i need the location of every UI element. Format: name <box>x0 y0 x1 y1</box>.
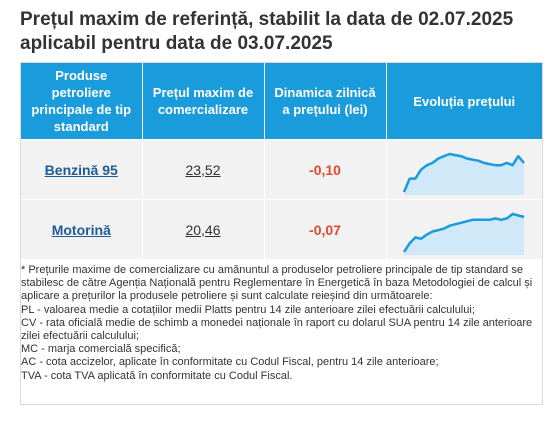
header-max-price: Prețul maxim de comercializare <box>142 63 265 140</box>
table-row: Benzină 95 23,52 -0,10 <box>21 139 542 200</box>
sparkline-line <box>403 152 526 192</box>
note-tva: TVA - cota TVA aplicată în conformitate … <box>21 369 293 382</box>
page-title: Prețul maxim de referință, stabilit la d… <box>20 9 514 54</box>
sparkline-area <box>404 213 525 255</box>
table-row: Motorină 20,46 -0,07 <box>21 199 542 259</box>
sparkline-area <box>404 153 525 195</box>
sparkline-line <box>403 212 525 253</box>
price-table: Produse petroliere principale de tip sta… <box>21 63 542 259</box>
header-price-evolution: Evoluția prețului <box>386 63 542 140</box>
product-link-motorina[interactable]: Motorină <box>51 221 111 238</box>
daily-dynamic-value: -0,10 <box>309 161 341 178</box>
header-daily-dynamic: Dinamica zilnică a prețului (lei) <box>264 63 387 140</box>
price-table-card: Produse petroliere principale de tip sta… <box>20 62 543 405</box>
table-header-row: Produse petroliere principale de tip sta… <box>21 63 542 140</box>
note-cv: CV - rata oficială medie de schimb a mon… <box>21 316 533 343</box>
note-ac: AC - cota accizelor, aplicate în conform… <box>21 356 439 369</box>
price-value: 23,52 <box>185 161 221 178</box>
price-value: 20,46 <box>185 221 221 238</box>
sparkline-benzina-95 <box>403 152 526 195</box>
sparkline-motorina <box>403 212 525 255</box>
note-mc: MC - marja comercială specifică; <box>21 343 181 356</box>
daily-dynamic-value: -0,07 <box>309 221 341 238</box>
header-products: Produse petroliere principale de tip sta… <box>21 63 143 140</box>
product-link-benzina-95[interactable]: Benzină 95 <box>44 161 118 178</box>
note-intro: * Prețurile maxime de comercializare cu … <box>21 264 533 303</box>
note-pl: PL - valoarea medie a cotațiilor medii P… <box>21 303 475 316</box>
methodology-notes: * Prețurile maxime de comercializare cu … <box>21 264 536 383</box>
